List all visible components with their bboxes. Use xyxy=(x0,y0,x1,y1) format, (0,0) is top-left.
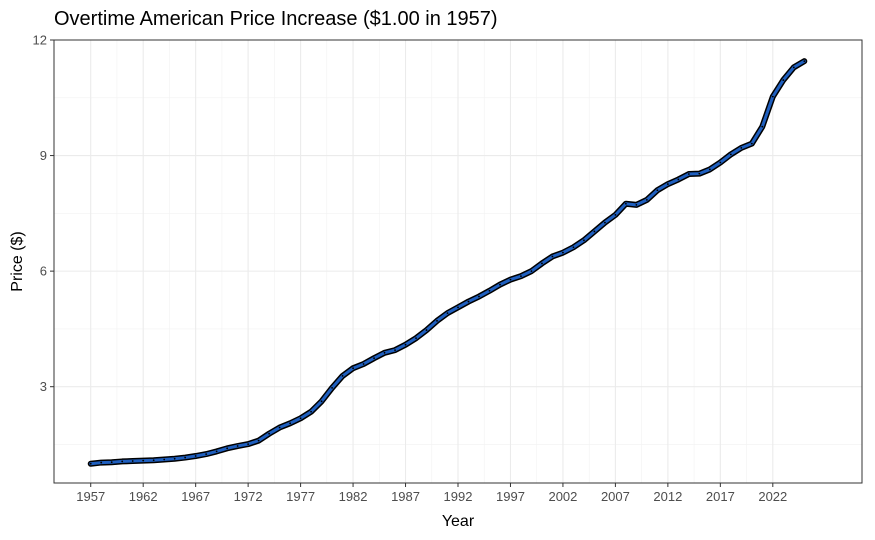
x-tick-label: 1967 xyxy=(181,489,210,504)
data-point xyxy=(226,447,229,450)
data-point xyxy=(373,357,375,360)
x-tick-label: 1957 xyxy=(76,489,105,504)
x-tick-label: 1962 xyxy=(129,489,158,504)
x-tick-label: 1987 xyxy=(391,489,420,504)
x-tick-label: 2007 xyxy=(601,489,630,504)
data-point xyxy=(289,422,292,425)
data-point xyxy=(278,426,281,429)
data-point xyxy=(572,246,575,249)
data-point xyxy=(320,400,323,403)
data-point xyxy=(131,460,134,462)
x-tick-label: 1982 xyxy=(339,489,368,504)
data-point xyxy=(205,453,208,456)
x-tick-label: 1977 xyxy=(286,489,315,504)
x-tick-label: 1997 xyxy=(496,489,525,504)
data-point xyxy=(509,278,512,281)
data-point xyxy=(362,363,365,365)
data-point xyxy=(436,319,438,322)
data-point xyxy=(89,462,92,465)
data-point xyxy=(604,221,606,224)
data-point xyxy=(100,461,103,464)
data-point xyxy=(687,173,690,175)
x-tick-label: 2017 xyxy=(706,489,735,504)
data-point xyxy=(666,183,669,185)
data-point xyxy=(415,337,417,340)
data-point xyxy=(551,255,554,258)
data-point xyxy=(583,239,585,242)
chart-title: Overtime American Price Increase ($1.00 … xyxy=(54,8,498,30)
data-point xyxy=(352,367,354,370)
y-tick-label: 3 xyxy=(40,379,47,394)
data-point xyxy=(331,386,333,389)
data-point xyxy=(677,178,680,181)
data-point xyxy=(698,172,701,175)
data-point xyxy=(488,289,491,292)
data-point xyxy=(173,457,176,460)
series-line xyxy=(89,59,806,466)
y-axis-title: Price ($) xyxy=(9,231,26,291)
grid-lines xyxy=(54,39,862,483)
data-point xyxy=(740,146,743,149)
data-point xyxy=(110,461,113,464)
data-point xyxy=(750,142,753,145)
y-tick-label: 6 xyxy=(40,264,47,279)
data-point xyxy=(142,459,145,462)
data-point xyxy=(404,343,407,346)
data-point xyxy=(341,375,344,377)
data-point xyxy=(771,95,774,98)
data-point xyxy=(520,275,522,278)
x-tick-label: 1992 xyxy=(444,489,473,504)
data-point xyxy=(624,202,627,205)
axes: 1957 1962 1967 1972 1977 1982 1987 1992 1997 2002… xyxy=(33,33,788,505)
x-tick-label: 2012 xyxy=(653,489,682,504)
data-point xyxy=(614,213,617,216)
data-point xyxy=(530,270,533,273)
data-point xyxy=(792,66,795,69)
data-point xyxy=(194,455,197,457)
data-point xyxy=(257,439,260,442)
x-tick-label: 2022 xyxy=(758,489,787,504)
data-point xyxy=(719,161,722,164)
series-line-outline xyxy=(87,58,808,467)
y-tick-label: 9 xyxy=(40,148,47,163)
data-point xyxy=(593,230,596,233)
data-point xyxy=(163,458,166,461)
data-point xyxy=(457,306,459,309)
data-point xyxy=(782,79,785,81)
data-point xyxy=(215,450,218,453)
data-point xyxy=(562,251,564,254)
x-axis-title: Year xyxy=(442,513,475,530)
data-point xyxy=(247,443,250,445)
data-point xyxy=(383,351,386,354)
data-point xyxy=(803,60,806,63)
data-point xyxy=(310,410,312,413)
data-point xyxy=(499,283,501,286)
data-point xyxy=(729,153,732,156)
data-point xyxy=(478,295,480,298)
data-point xyxy=(656,189,659,192)
data-point xyxy=(635,203,638,206)
data-point xyxy=(394,349,396,351)
data-point xyxy=(121,460,124,463)
data-point xyxy=(268,432,271,435)
data-point xyxy=(446,312,449,315)
data-point xyxy=(708,168,711,171)
data-point xyxy=(467,300,470,303)
x-tick-label: 2002 xyxy=(548,489,577,504)
data-point xyxy=(236,445,239,447)
data-point xyxy=(541,262,543,265)
data-point xyxy=(645,198,648,201)
data-point xyxy=(425,329,428,331)
x-tick-label: 1972 xyxy=(234,489,263,504)
data-point xyxy=(184,456,187,459)
series-layer xyxy=(87,58,808,467)
data-point xyxy=(299,417,302,420)
data-point xyxy=(152,459,155,462)
y-tick-label: 12 xyxy=(33,33,47,48)
data-point xyxy=(761,125,764,128)
